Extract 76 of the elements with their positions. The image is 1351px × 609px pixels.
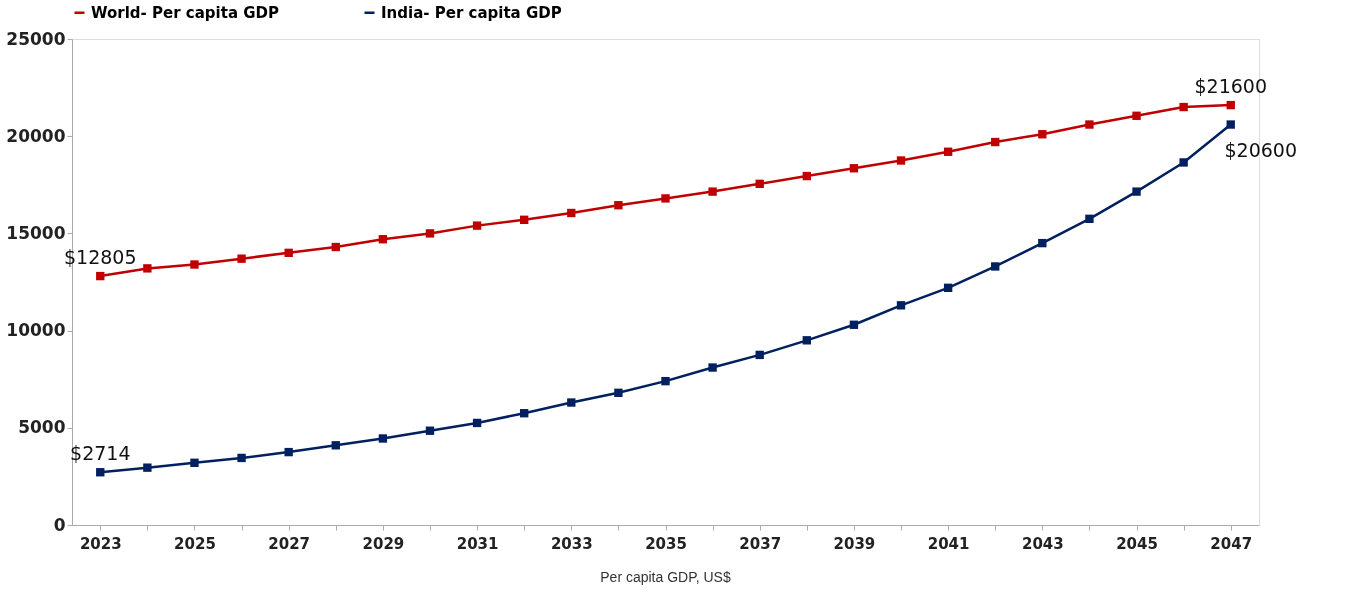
data-label: $20600: [1224, 138, 1297, 161]
y-tick-label: 25000: [6, 28, 66, 49]
point: [661, 194, 670, 203]
x-tick-label: 2045: [1116, 534, 1158, 553]
x-tick-label: 2041: [927, 534, 970, 553]
point: [1132, 187, 1141, 196]
data-label: $21600: [1194, 75, 1267, 98]
point: [614, 201, 623, 210]
point: [425, 229, 435, 238]
legend-label: India- Per capita GDP: [381, 3, 562, 22]
point: [755, 179, 764, 189]
point: [849, 164, 859, 173]
x-tick-label: 2025: [174, 534, 216, 553]
point: [896, 301, 906, 310]
x-tick-label: 2039: [833, 534, 876, 553]
point: [708, 187, 717, 196]
point: [143, 463, 152, 472]
point: [472, 221, 482, 230]
data-label: $2714: [70, 442, 131, 465]
point: [943, 283, 953, 293]
y-tick-label: 0: [53, 514, 66, 535]
x-tick-label: 2027: [268, 534, 311, 553]
y-tick-label: 20000: [6, 125, 66, 146]
point: [1038, 130, 1047, 139]
y-tick-label: 5000: [18, 417, 66, 438]
point: [1226, 100, 1235, 110]
point: [520, 215, 529, 224]
point: [802, 171, 811, 181]
point: [567, 398, 576, 407]
point: [991, 137, 1000, 147]
point: [143, 264, 152, 273]
point: [1179, 102, 1188, 112]
point: [802, 336, 811, 345]
point: [849, 320, 859, 329]
point: [378, 235, 388, 244]
point: [661, 376, 670, 386]
point: [567, 208, 576, 218]
text: Per capita GDP, US$: [600, 569, 731, 585]
x-tick-label: 2033: [550, 534, 593, 553]
point: [896, 156, 906, 165]
point: [614, 388, 623, 397]
point: [1179, 158, 1188, 167]
x-tick-label: 2047: [1210, 534, 1253, 553]
point: [331, 441, 340, 450]
data-label: $12805: [64, 246, 137, 269]
x-tick-label: 2043: [1021, 534, 1064, 553]
point: [943, 147, 953, 156]
point: [378, 434, 388, 443]
point: [331, 242, 340, 252]
x-tick-label: 2037: [739, 534, 782, 553]
x-tick-label: 2023: [79, 534, 122, 553]
x-tick-label: 2029: [362, 534, 405, 553]
x-tick-label: 2031: [456, 534, 499, 553]
point: [190, 458, 199, 467]
point: [96, 271, 105, 281]
point: [284, 447, 293, 457]
point: [1085, 214, 1094, 223]
point: [991, 262, 1000, 271]
point: [284, 248, 293, 258]
point: [1085, 120, 1094, 129]
point: [1132, 111, 1141, 120]
point: [237, 453, 246, 463]
point: [425, 426, 435, 435]
legend-label: World- Per capita GDP: [91, 3, 279, 22]
y-tick-label: 15000: [6, 222, 66, 243]
point: [520, 409, 529, 418]
y-tick-label: 10000: [6, 320, 66, 341]
x-tick-label: 2035: [645, 534, 687, 553]
point: [237, 254, 246, 263]
point: [96, 468, 105, 477]
point: [708, 363, 717, 372]
point: [472, 418, 482, 428]
point: [755, 350, 764, 360]
point: [1226, 120, 1235, 129]
point: [190, 260, 199, 269]
point: [1038, 238, 1047, 248]
